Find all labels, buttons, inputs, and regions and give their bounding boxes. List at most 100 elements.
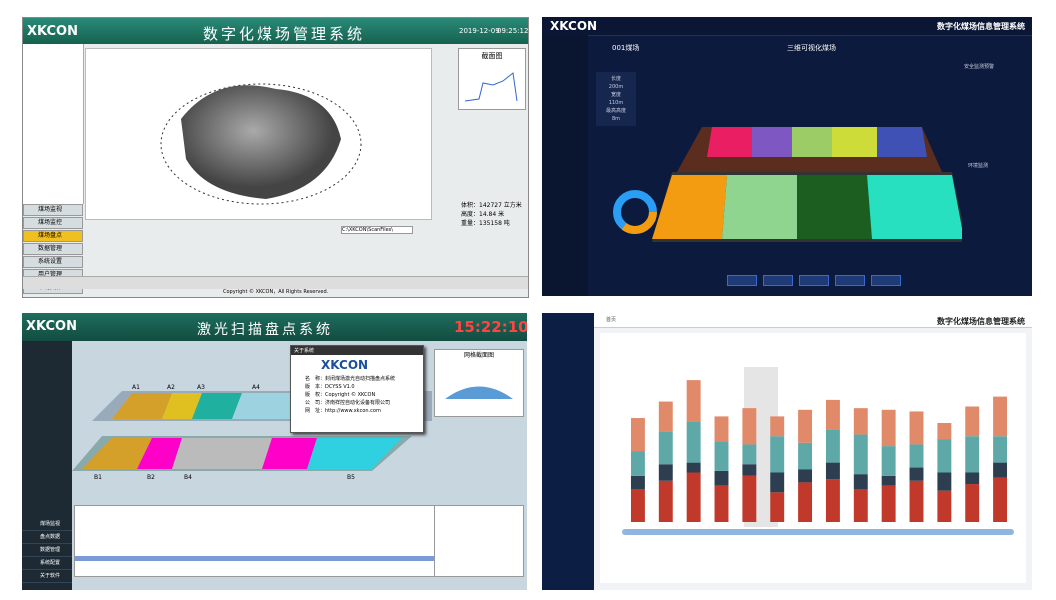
menu-item[interactable]: 系统配置 [22, 557, 72, 570]
bar-segment [770, 492, 785, 522]
toolbar-button[interactable] [727, 275, 757, 286]
env-title: 环境监测 [968, 163, 989, 169]
title: 激光扫描盘点系统 [197, 322, 333, 338]
bar-segment [714, 441, 729, 471]
bar-segment [937, 490, 952, 522]
about-line: 版 本：DCYSS V1.0 [305, 384, 355, 390]
taskbar [23, 276, 528, 289]
bar-segment [965, 484, 980, 522]
menu-item[interactable]: 数据管理 [22, 544, 72, 557]
zone-label: B4 [184, 474, 192, 481]
copyright: Copyright © XKCON，All Rights Reserved. [223, 289, 329, 295]
bar-segment [825, 462, 840, 480]
title: 数字化煤场信息管理系统 [937, 22, 1025, 31]
menu-item[interactable]: 数据管理 [23, 243, 83, 255]
bar-segment [965, 406, 980, 437]
stats: 体积：142727 立方米 高度：14.84 米 重量：135158 吨 [461, 201, 522, 228]
bar-segment [630, 418, 645, 452]
bar-segment [770, 472, 785, 493]
stat: 体积：142727 立方米 [461, 202, 522, 209]
logo: XKCON [27, 24, 78, 39]
bar-segment [630, 475, 645, 489]
about-line: 公 司：济南祥控自动化设备有限公司 [305, 400, 391, 406]
bar-segment [937, 439, 952, 473]
bar-segment [993, 462, 1008, 478]
menu-item[interactable]: 煤场监视 [23, 204, 83, 216]
toolbar-button[interactable] [871, 275, 901, 286]
log [434, 505, 524, 577]
device-list [23, 44, 84, 204]
data-table [74, 505, 436, 577]
header [22, 313, 527, 341]
menu-item[interactable]: 盘点数据 [22, 531, 72, 544]
breadcrumb: 首页 [606, 317, 617, 323]
zone-label: A2 [167, 384, 175, 391]
bar-segment [993, 396, 1008, 437]
bar-segment [658, 431, 673, 465]
menu-item[interactable]: 煤场盘点 [23, 230, 83, 242]
stat: 高度：14.84 米 [461, 211, 505, 218]
bar-segment [770, 436, 785, 473]
zoom-slider[interactable] [622, 529, 1014, 535]
stat: 重量：135158 吨 [461, 220, 510, 227]
sidebar [22, 341, 72, 590]
time: 09:25:12 [497, 27, 529, 35]
dialog-title: 关于系统 [291, 346, 423, 355]
menu-item[interactable]: 煤场监控 [23, 217, 83, 229]
toolbar-button[interactable] [835, 275, 865, 286]
bar-segment [853, 489, 868, 522]
toolbar-button[interactable] [799, 275, 829, 286]
bar-segment [853, 434, 868, 475]
menu-item[interactable]: 系统设置 [23, 256, 83, 268]
menu-item[interactable]: 煤场监视 [22, 518, 72, 531]
zone-label: B2 [147, 474, 155, 481]
zone-label: A3 [197, 384, 205, 391]
bar-segment [993, 477, 1008, 522]
bar-segment [686, 462, 701, 473]
screen-1: XKCON 数字化煤场管理系统 2019-12-09 09:25:12 煤场监视… [22, 17, 529, 298]
bar-segment [658, 464, 673, 481]
bar-segment [798, 409, 813, 443]
about-line: 网 址：http://www.xkcon.com [305, 408, 381, 414]
stacked-chart [600, 333, 1026, 583]
bar-segment [798, 482, 813, 522]
axis-ring [160, 83, 362, 205]
screen-4: 首页 数字化煤场信息管理系统 [542, 313, 1032, 590]
bar-segment [853, 474, 868, 489]
dim: 110m [608, 100, 624, 106]
bar-segment [742, 464, 757, 476]
alarm-title: 安全监测预警 [964, 64, 995, 70]
bar-segment [742, 475, 757, 522]
toolbar-button[interactable] [763, 275, 793, 286]
bar-segment [993, 436, 1008, 463]
logo: XKCON [26, 319, 77, 334]
bar-segment [686, 421, 701, 463]
bar-segment [881, 485, 896, 522]
dim: 宽度 [610, 92, 621, 98]
bar-segment [825, 429, 840, 463]
bar-segment [937, 423, 952, 440]
bar-segment [937, 472, 952, 491]
screen-2: XKCON 数字化煤场信息管理系统 001煤场 三维可视化煤场 长度 200m 宽度… [542, 17, 1032, 296]
bar-segment [714, 470, 729, 486]
header [23, 18, 528, 44]
header [542, 17, 1032, 36]
section-chart: 网格截面图 [434, 349, 524, 417]
dialog-logo: XKCON [321, 358, 369, 372]
sidebar [542, 35, 588, 296]
menu-item[interactable]: 关于软件 [22, 570, 72, 583]
donut-part [613, 190, 657, 234]
bar-segment [909, 467, 924, 481]
about-line: 版 权：Copyright © XKCON [305, 392, 376, 398]
dim: 200m [608, 84, 624, 90]
bar-segment [742, 408, 757, 445]
bar-segment [825, 479, 840, 522]
bar-segment [881, 446, 896, 476]
zone-label: A4 [252, 384, 260, 391]
pile [181, 85, 341, 199]
bar-segment [909, 444, 924, 468]
viewer [85, 48, 432, 220]
bar-segment [714, 416, 729, 442]
yard: 001煤场 [612, 44, 640, 52]
